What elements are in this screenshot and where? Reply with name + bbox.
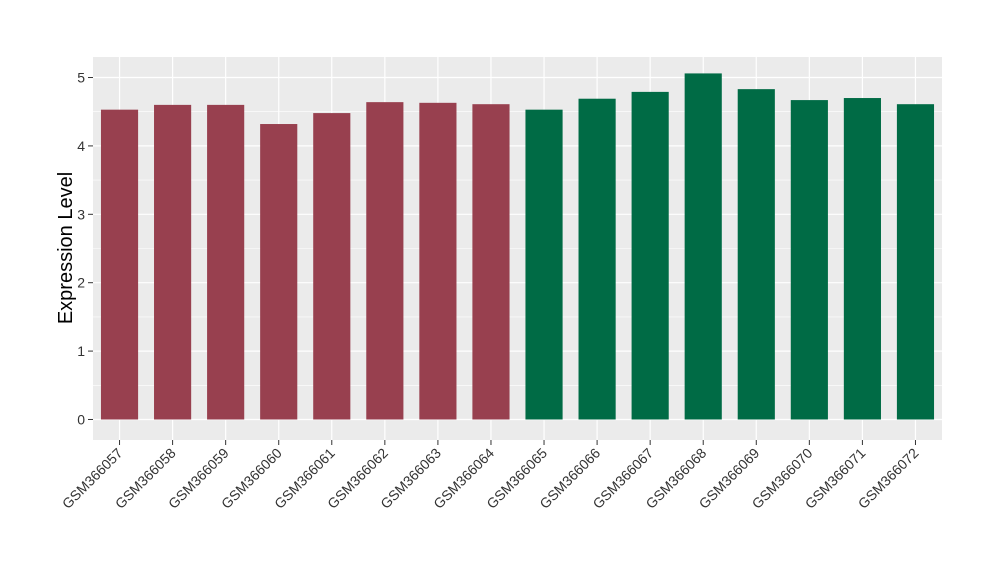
bar xyxy=(843,98,881,420)
bar xyxy=(684,73,722,420)
y-axis-label: Expression Level xyxy=(55,172,77,324)
y-tick-label: 5 xyxy=(77,70,85,86)
bar xyxy=(207,104,245,420)
bar xyxy=(790,100,828,420)
bar xyxy=(154,104,192,420)
bar xyxy=(260,124,298,420)
x-axis: GSM366057GSM366058GSM366059GSM366060GSM3… xyxy=(59,440,922,512)
bar xyxy=(896,104,935,420)
bar xyxy=(419,102,457,420)
bar xyxy=(100,109,139,420)
y-tick-label: 3 xyxy=(77,206,85,222)
y-tick-label: 2 xyxy=(77,275,85,291)
bar xyxy=(631,91,669,420)
y-tick-label: 1 xyxy=(77,343,85,359)
bars xyxy=(100,73,935,420)
bar xyxy=(578,98,616,420)
y-axis: 0 1 2 3 4 5 xyxy=(77,70,93,427)
bar xyxy=(313,113,351,420)
y-tick-label: 4 xyxy=(77,138,85,154)
y-tick-label: 0 xyxy=(77,411,85,427)
bar xyxy=(525,109,563,420)
bar xyxy=(472,104,510,420)
bar xyxy=(737,89,775,420)
bar xyxy=(366,102,404,420)
